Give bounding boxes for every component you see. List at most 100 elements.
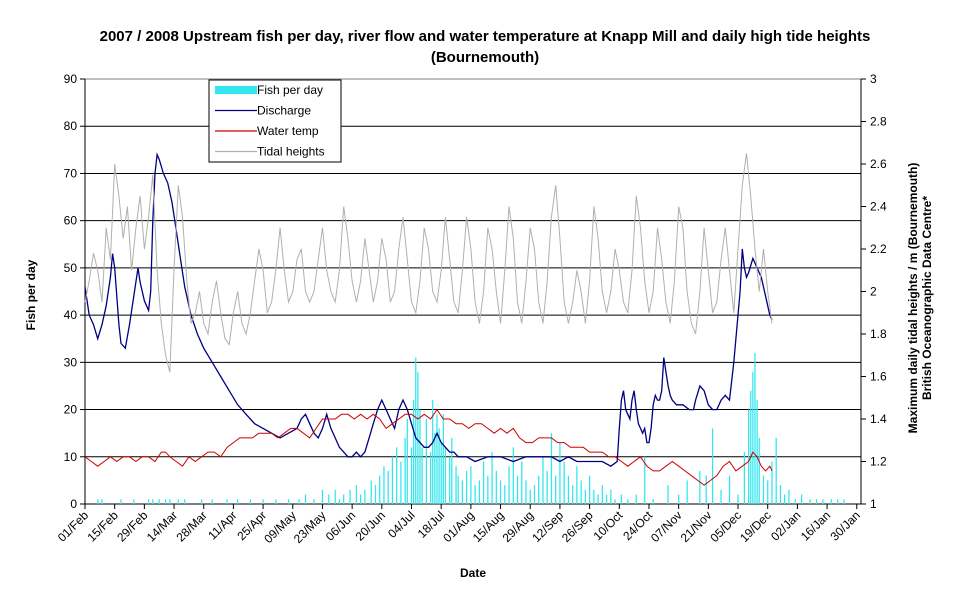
fish-bar — [559, 442, 561, 504]
fish-bar — [711, 428, 714, 504]
fish-bar — [620, 494, 623, 504]
y-tick-label: 20 — [64, 403, 78, 417]
fish-bar — [436, 414, 438, 504]
tidal-heights-line — [84, 153, 773, 373]
y2-tick-label: 2.8 — [870, 115, 887, 129]
fish-bar — [338, 499, 341, 504]
fish-bar — [298, 499, 300, 504]
y2-tick-label: 2.2 — [870, 242, 887, 256]
fish-bar — [440, 442, 442, 504]
fish-bar — [538, 475, 540, 504]
x-tick-label: 28/Mar — [174, 508, 210, 544]
fish-bar — [343, 494, 345, 504]
fish-bar — [457, 475, 459, 504]
fish-bar — [421, 447, 423, 504]
fish-bar — [546, 470, 548, 504]
fish-bar — [686, 480, 688, 504]
fish-bar — [412, 400, 415, 504]
x-tick-label: 29/Feb — [114, 508, 151, 545]
fish-bar — [784, 494, 786, 504]
fish-bar — [417, 371, 419, 504]
fish-bar — [249, 499, 252, 504]
fish-bar — [158, 499, 160, 504]
fish-bar — [444, 447, 447, 504]
fish-bar — [843, 499, 845, 504]
x-tick-label: 06/Jun — [323, 508, 358, 543]
fish-bar — [521, 461, 523, 504]
fish-bar — [830, 499, 832, 504]
fish-bar — [752, 371, 754, 504]
fish-bar — [593, 489, 595, 504]
fish-bar — [499, 480, 502, 504]
fish-bar — [184, 499, 186, 504]
fish-bar — [404, 437, 406, 504]
x-tick-label: 26/Sep — [559, 508, 596, 545]
fish-bar — [667, 485, 669, 504]
fish-bar — [815, 499, 818, 504]
fish-bar — [576, 466, 578, 504]
discharge-line — [84, 152, 773, 467]
fish-bar — [120, 499, 122, 504]
y-tick-label: 30 — [64, 355, 78, 369]
y2-tick-label: 3 — [870, 72, 877, 86]
fish-bar — [584, 489, 587, 504]
fish-bar — [432, 400, 434, 504]
fish-bar — [605, 494, 608, 504]
fish-bar — [567, 475, 570, 504]
fish-bar — [580, 480, 582, 504]
x-tick-label: 01/Aug — [440, 508, 477, 545]
fish-bar — [438, 428, 440, 504]
y-tick-label: 60 — [64, 214, 78, 228]
fish-bar — [533, 485, 536, 504]
fish-bar — [504, 485, 506, 504]
fish-bar — [610, 489, 612, 504]
y2-tick-label: 2.6 — [870, 157, 887, 171]
fish-bar — [678, 494, 680, 504]
plot-area — [84, 78, 862, 505]
fish-bar — [313, 499, 315, 504]
y2-tick-label: 1 — [870, 497, 877, 511]
x-tick-label: 10/Oct — [591, 508, 626, 543]
fish-bar — [147, 499, 150, 504]
fish-bar — [406, 419, 408, 504]
legend-label: Discharge — [257, 104, 311, 118]
x-tick-label: 16/Jan — [798, 508, 833, 543]
fish-bar — [396, 447, 398, 504]
y2-tick-label: 1.6 — [870, 370, 887, 384]
fish-bar — [597, 494, 599, 504]
fish-bar — [470, 466, 472, 504]
fish-bar — [478, 480, 480, 504]
fish-bar — [97, 499, 99, 504]
fish-bar — [169, 499, 171, 504]
fish-bar — [419, 409, 421, 504]
fish-bar — [771, 461, 773, 504]
fish-bar — [775, 437, 777, 504]
legend-swatch — [215, 86, 257, 94]
x-tick-label: 30/Jan — [828, 508, 863, 543]
fish-bar — [152, 499, 154, 504]
fish-bar — [434, 433, 436, 504]
fish-bar — [754, 352, 756, 504]
fish-bar — [387, 470, 389, 504]
fish-bar — [728, 475, 731, 504]
fish-bar — [705, 475, 707, 504]
fish-bar — [334, 489, 336, 504]
fish-bar — [822, 499, 824, 504]
fish-bar — [529, 489, 531, 504]
fish-bar — [304, 494, 307, 504]
fish-bar — [614, 499, 616, 504]
fish-bar — [287, 499, 290, 504]
fish-bar — [767, 480, 769, 504]
y2-tick-label: 1.8 — [870, 327, 887, 341]
fish-bar — [461, 480, 464, 504]
fish-bar — [415, 357, 417, 504]
fish-bar — [699, 470, 701, 504]
fish-bar — [794, 499, 796, 504]
fish-bar — [588, 475, 591, 504]
fish-bar — [762, 475, 765, 504]
fish-bar — [355, 485, 358, 504]
x-tick-label: 09/May — [261, 508, 299, 546]
fish-bar — [747, 409, 750, 504]
